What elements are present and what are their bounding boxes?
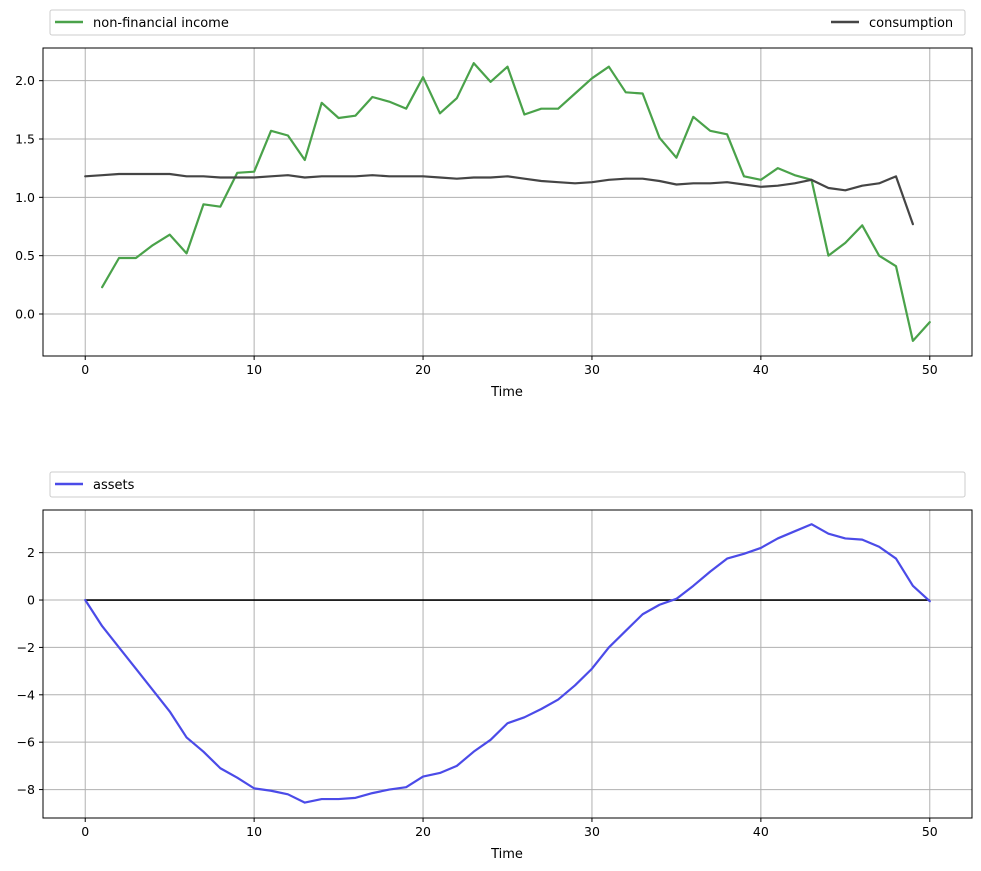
- bottom-plot-frame: [42, 509, 973, 819]
- y-tick-label: 0.0: [15, 307, 35, 322]
- top-plot-frame: [42, 47, 973, 357]
- x-tick-label: 20: [415, 824, 431, 839]
- x-tick-label: 30: [584, 824, 600, 839]
- y-tick-label: 2.0: [15, 73, 35, 88]
- x-tick-label: 40: [753, 824, 769, 839]
- x-tick-label: 50: [922, 824, 938, 839]
- top-chart: non-financial income consumption 0 10 20 30…: [15, 9, 973, 400]
- top-legend-box: [49, 9, 966, 36]
- x-tick-label: 30: [584, 362, 600, 377]
- bottom-plot-area: [43, 510, 972, 818]
- top-ticks: 0 10 20 30 40 50 0.0 0.5 1.0 1.5 2.0: [15, 73, 938, 377]
- x-tick-label: 50: [922, 362, 938, 377]
- series-line-assets: [84, 523, 931, 804]
- top-x-axis-label: Time: [490, 385, 523, 400]
- series-line-consumption: [84, 172, 914, 226]
- x-tick-label: 10: [246, 362, 262, 377]
- bottom-grid: [43, 510, 972, 818]
- bottom-legend-box: [49, 471, 966, 498]
- y-tick-label: 0: [27, 593, 35, 608]
- y-tick-label: −4: [17, 687, 35, 702]
- top-plot-area: [43, 48, 972, 356]
- bottom-ticks: 0 10 20 30 40 50 −8 −6 −4 −2 0 2: [17, 545, 938, 839]
- series-line-non-financial-income: [101, 62, 931, 342]
- bottom-chart: assets 0 10 20 30 40 50 −8 −6 −4 −2 0 2 Time: [17, 471, 973, 862]
- x-tick-label: 10: [246, 824, 262, 839]
- legend-label-consumption: consumption: [869, 16, 953, 31]
- x-tick-label: 40: [753, 362, 769, 377]
- y-tick-label: −8: [17, 782, 35, 797]
- x-tick-label: 20: [415, 362, 431, 377]
- x-tick-label: 0: [81, 824, 89, 839]
- legend-label-assets: assets: [93, 478, 135, 493]
- y-tick-label: 0.5: [15, 248, 35, 263]
- y-tick-label: 2: [27, 545, 35, 560]
- y-tick-label: 1.0: [15, 190, 35, 205]
- y-tick-label: −2: [17, 640, 35, 655]
- bottom-x-axis-label: Time: [490, 847, 523, 862]
- legend-label-income: non-financial income: [93, 16, 229, 31]
- bottom-series-lines: [84, 523, 931, 804]
- y-tick-label: −6: [17, 735, 35, 750]
- x-tick-label: 0: [81, 362, 89, 377]
- y-tick-label: 1.5: [15, 132, 35, 147]
- top-grid: [43, 48, 972, 356]
- top-series-lines: [84, 62, 931, 342]
